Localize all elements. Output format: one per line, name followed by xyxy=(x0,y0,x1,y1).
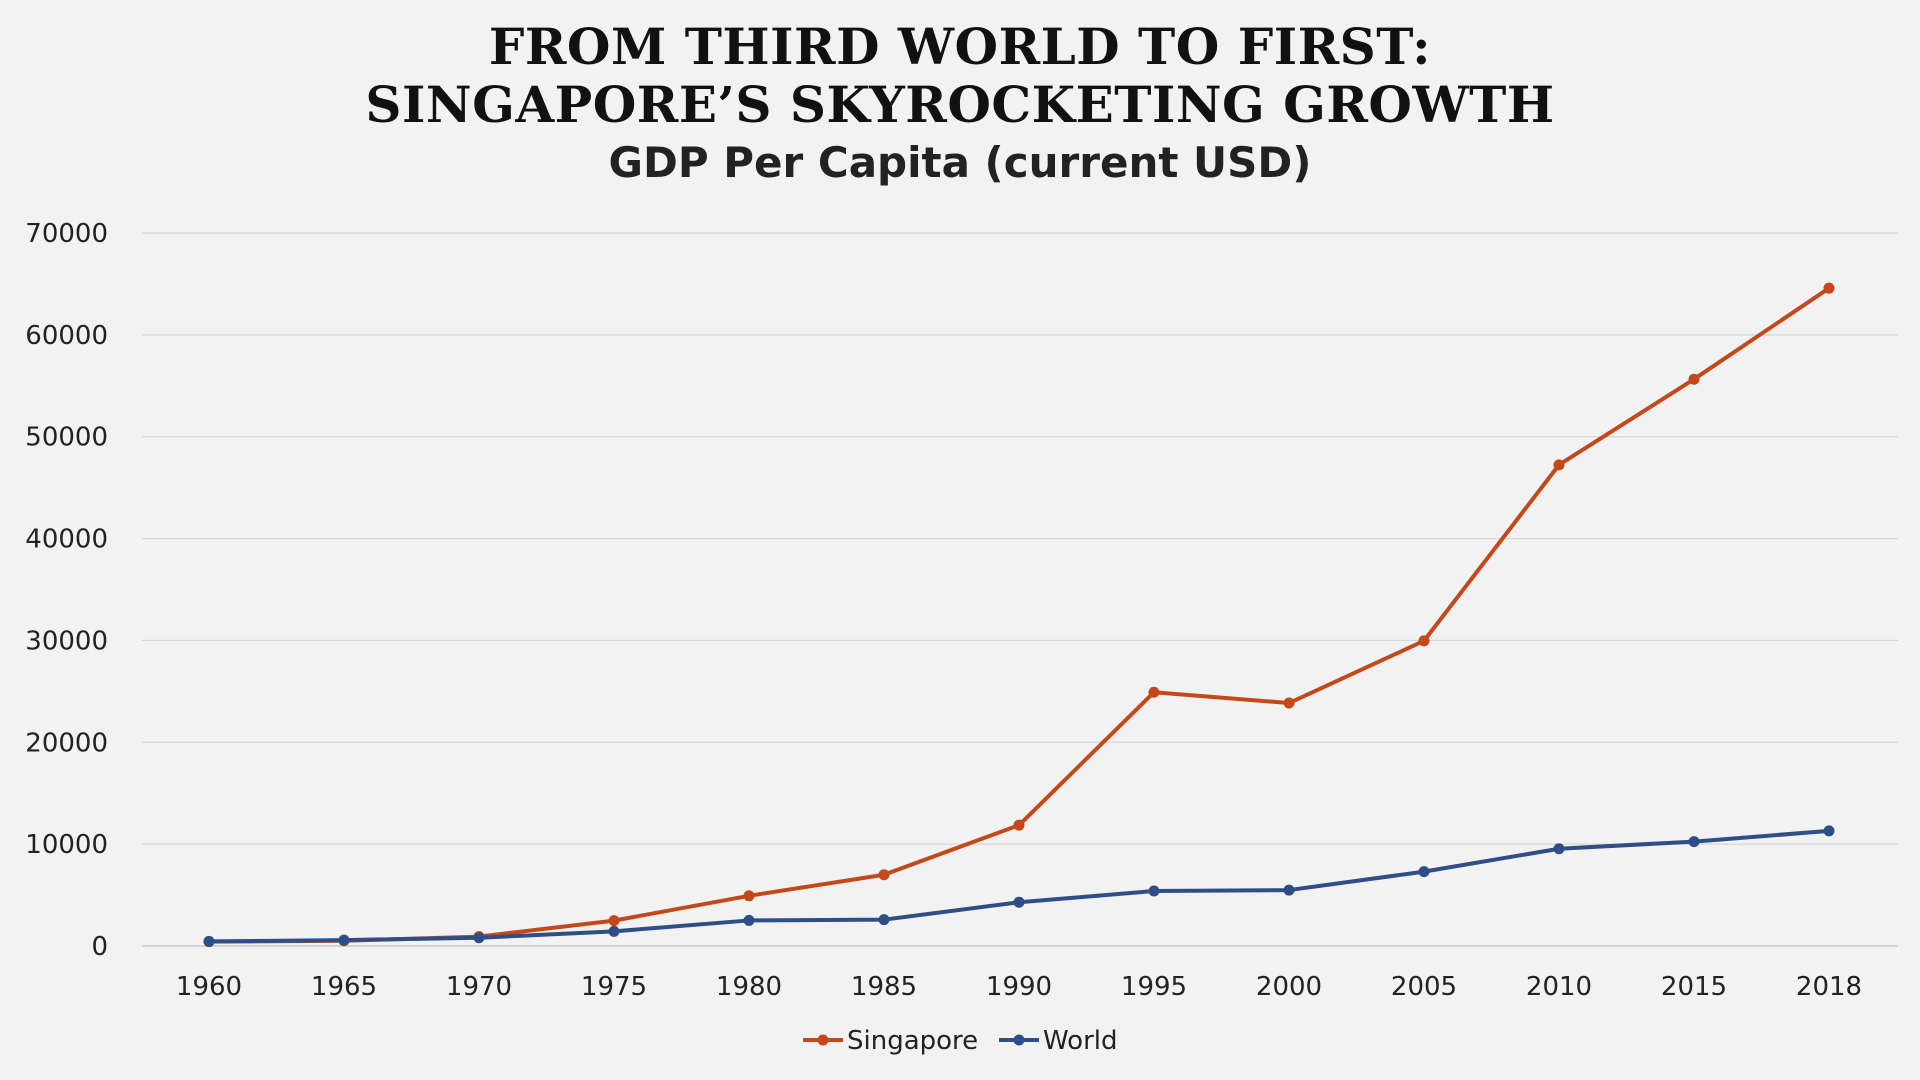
gridlines xyxy=(142,232,1898,947)
x-tick-label: 1965 xyxy=(311,972,377,1002)
x-tick-label: 1985 xyxy=(851,972,917,1002)
data-point-world-2015 xyxy=(1688,836,1700,848)
y-tick-label: 0 xyxy=(91,932,108,962)
legend-item-singapore: Singapore xyxy=(803,1026,978,1056)
data-point-singapore-2010 xyxy=(1553,459,1565,471)
x-tick-label: 2005 xyxy=(1391,972,1457,1002)
x-tick-label: 2000 xyxy=(1256,972,1322,1002)
chart-title-line-2: SINGAPORE’S SKYROCKETING GROWTH xyxy=(365,75,1555,134)
data-point-singapore-1980 xyxy=(743,890,755,902)
x-tick-label: 1975 xyxy=(581,972,647,1002)
data-point-singapore-1985 xyxy=(878,869,890,881)
x-tick-label: 1970 xyxy=(446,972,512,1002)
data-point-world-1970 xyxy=(473,932,485,944)
chart-title-line-1: FROM THIRD WORLD TO FIRST: xyxy=(488,17,1432,76)
x-tick-label: 2018 xyxy=(1796,972,1862,1002)
chart-subtitle: GDP Per Capita (current USD) xyxy=(608,138,1312,187)
legend-swatch-marker xyxy=(817,1034,829,1046)
data-point-world-1990 xyxy=(1013,896,1025,908)
x-tick-label: 1960 xyxy=(176,972,242,1002)
data-point-singapore-2005 xyxy=(1418,635,1430,647)
y-axis: 0 10000 20000 30000 40000 50000 60000 70000 xyxy=(25,219,108,962)
y-tick-label: 10000 xyxy=(25,830,108,860)
data-point-world-1995 xyxy=(1148,885,1160,897)
y-tick-label: 70000 xyxy=(25,219,108,249)
data-point-singapore-2000 xyxy=(1283,697,1295,709)
series-line-world xyxy=(207,828,1831,944)
data-point-singapore-1990 xyxy=(1013,819,1025,831)
x-tick-label: 2015 xyxy=(1661,972,1727,1002)
data-point-world-1960 xyxy=(203,935,215,947)
y-tick-label: 20000 xyxy=(25,728,108,758)
legend: Singapore World xyxy=(803,1026,1118,1056)
data-point-world-1965 xyxy=(338,934,350,946)
x-tick-label: 2010 xyxy=(1526,972,1592,1002)
series-lines xyxy=(203,282,1835,948)
data-point-singapore-2015 xyxy=(1688,373,1700,385)
series-world xyxy=(203,825,1835,947)
legend-label: World xyxy=(1043,1026,1118,1056)
data-point-singapore-1995 xyxy=(1148,686,1160,698)
data-point-world-1975 xyxy=(608,925,620,937)
y-tick-label: 40000 xyxy=(25,525,108,555)
data-point-singapore-2018 xyxy=(1823,282,1835,294)
x-axis: 1960 1965 1970 1975 1980 1985 1990 1995 2000 2005… xyxy=(176,972,1862,1002)
data-point-world-2000 xyxy=(1283,884,1295,896)
data-point-world-2005 xyxy=(1418,866,1430,878)
data-point-world-2018 xyxy=(1823,825,1835,837)
legend-item-world: World xyxy=(999,1026,1118,1056)
x-tick-label: 1980 xyxy=(716,972,782,1002)
y-tick-label: 30000 xyxy=(25,626,108,656)
legend-swatch-marker xyxy=(1013,1034,1025,1046)
data-point-world-2010 xyxy=(1553,843,1565,855)
x-tick-label: 1995 xyxy=(1121,972,1187,1002)
data-point-singapore-1975 xyxy=(608,915,620,927)
x-tick-label: 1990 xyxy=(986,972,1052,1002)
y-tick-label: 60000 xyxy=(25,321,108,351)
data-point-world-1985 xyxy=(878,914,890,926)
y-tick-label: 50000 xyxy=(25,423,108,453)
legend-label: Singapore xyxy=(847,1026,978,1056)
data-point-world-1980 xyxy=(743,914,755,926)
